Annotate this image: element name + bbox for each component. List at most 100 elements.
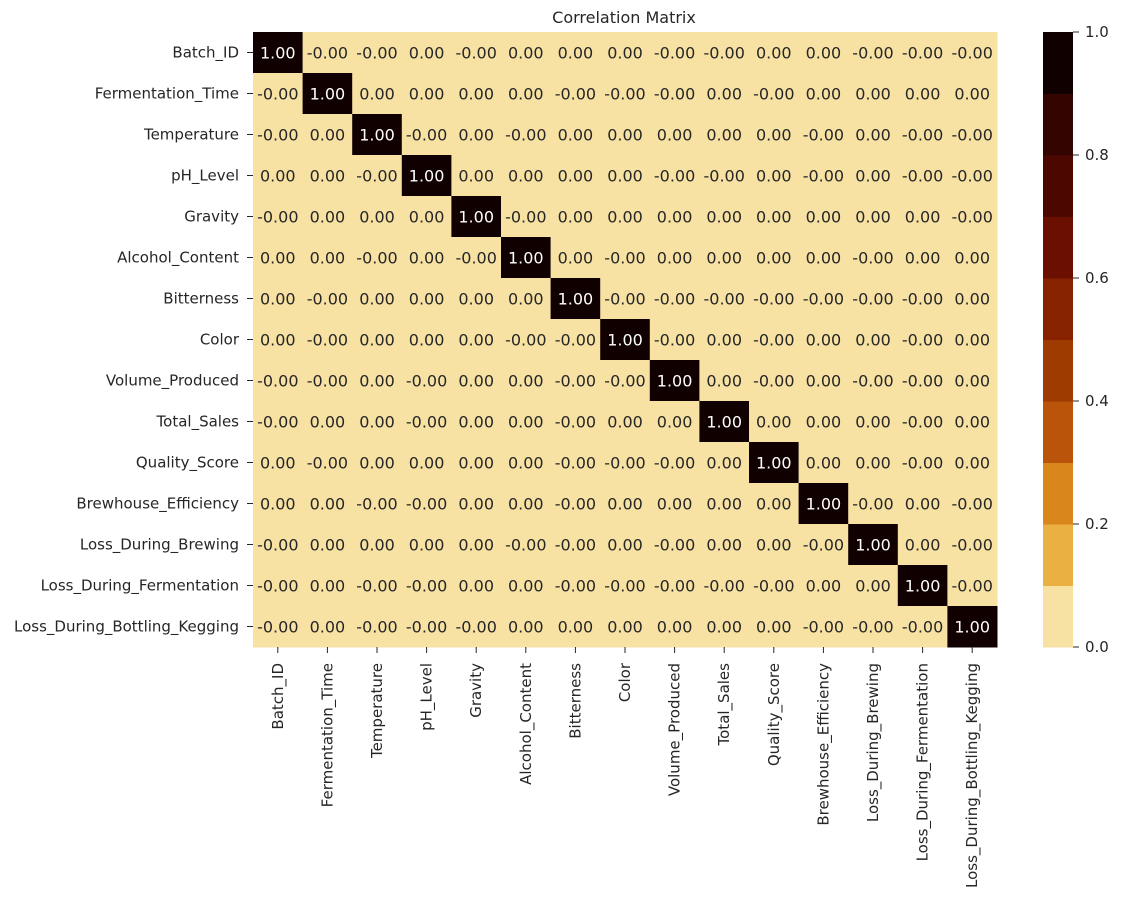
heatmap-cell [848,360,899,402]
heatmap-cell [253,114,304,156]
heatmap-cell [749,483,800,525]
cell-annotation: 0.00 [756,249,792,268]
cell-annotation: 0.00 [855,208,891,227]
heatmap-cell [699,442,750,484]
cell-annotation: 0.00 [954,249,990,268]
cell-annotation: 0.00 [706,454,742,473]
cell-annotation: -0.00 [654,331,695,350]
heatmap-cell [401,401,452,443]
cell-annotation: 0.00 [409,454,445,473]
heatmap-cell [302,442,353,484]
cell-annotation: 0.00 [359,85,395,104]
heatmap-cell [798,237,849,279]
heatmap-cell [302,278,353,320]
heatmap-cell [451,524,502,566]
heatmap-cell [550,360,601,402]
heatmap-cell [501,196,552,238]
heatmap-cell [897,442,948,484]
cell-annotation: 0.00 [458,454,494,473]
heatmap-cell [947,401,998,443]
cell-annotation: -0.00 [257,413,298,432]
cell-annotation: -0.00 [356,618,397,637]
cell-annotation: 1.00 [607,331,643,350]
cell-annotation: -0.00 [505,126,546,145]
cell-annotation: -0.00 [257,126,298,145]
cell-annotation: -0.00 [406,126,447,145]
heatmap-cell [649,196,700,238]
heatmap-cell [501,32,552,74]
y-tick-label: Color [200,331,240,349]
heatmap-cell [749,442,800,484]
heatmap-cell [550,278,601,320]
cell-annotation: -0.00 [803,290,844,309]
heatmap-cell [302,114,353,156]
heatmap-cell [253,278,304,320]
heatmap-cell [550,401,601,443]
cell-annotation: 0.00 [954,372,990,391]
heatmap-cell [401,606,452,648]
heatmap-cell [451,319,502,361]
x-tick-label: pH_Level [418,663,437,731]
heatmap-cell [649,442,700,484]
cell-annotation: -0.00 [307,454,348,473]
cell-annotation: -0.00 [902,331,943,350]
heatmap-cell [699,155,750,197]
cell-annotation: -0.00 [753,577,794,596]
cell-annotation: 1.00 [310,85,346,104]
heatmap-cell [649,278,700,320]
heatmap-cell [798,565,849,607]
cell-annotation: -0.00 [455,44,496,63]
cell-annotation: 1.00 [359,126,395,145]
cell-annotation: -0.00 [753,290,794,309]
colorbar-segment [1043,32,1073,94]
heatmap-cell [451,483,502,525]
cell-annotation: -0.00 [604,290,645,309]
heatmap-cell [253,524,304,566]
cell-annotation: -0.00 [951,495,992,514]
cell-annotation: 0.00 [706,249,742,268]
cell-annotation: 0.00 [657,126,693,145]
x-tick-label: Color [616,662,634,702]
cell-annotation: 0.00 [607,208,643,227]
heatmap-cell [501,524,552,566]
cell-annotation: -0.00 [455,249,496,268]
cell-annotation: 1.00 [756,454,792,473]
heatmap-cell [451,565,502,607]
cell-annotation: 0.00 [458,167,494,186]
heatmap-cell [897,319,948,361]
chart-title: Correlation Matrix [552,8,696,27]
cell-annotation: -0.00 [406,495,447,514]
cell-annotation: -0.00 [555,331,596,350]
x-axis-tick-labels: Batch_ID Fermentation_Time Temperature pH_L… [269,647,982,888]
y-tick-label: Batch_ID [172,44,239,63]
x-tick-label: Quality_Score [765,663,784,766]
cell-annotation: 0.00 [905,495,941,514]
cell-annotation: -0.00 [604,577,645,596]
cell-annotation: -0.00 [951,126,992,145]
cell-annotation: 0.00 [409,85,445,104]
cell-annotation: 0.00 [359,536,395,555]
heatmap-cell [253,319,304,361]
cell-annotation: -0.00 [951,167,992,186]
cell-annotation: -0.00 [654,167,695,186]
cell-annotation: 0.00 [508,372,544,391]
heatmap-cell [600,114,651,156]
heatmap-cell [897,360,948,402]
x-tick-label: Fermentation_Time [318,663,337,807]
cell-annotation: -0.00 [902,372,943,391]
cell-annotation: 0.00 [508,85,544,104]
heatmap-cell [699,73,750,115]
heatmap-cell [501,442,552,484]
heatmap-cell [401,319,452,361]
heatmap-cell [749,606,800,648]
cell-annotation: -0.00 [257,208,298,227]
heatmap-cell [699,196,750,238]
heatmap-cell [848,401,899,443]
heatmap-cell [749,401,800,443]
cell-annotation: 0.00 [954,454,990,473]
heatmap-cell [947,319,998,361]
cell-annotation: -0.00 [604,249,645,268]
cell-annotation: 0.00 [756,208,792,227]
y-tick-label: Quality_Score [136,454,239,473]
heatmap-cell [253,442,304,484]
